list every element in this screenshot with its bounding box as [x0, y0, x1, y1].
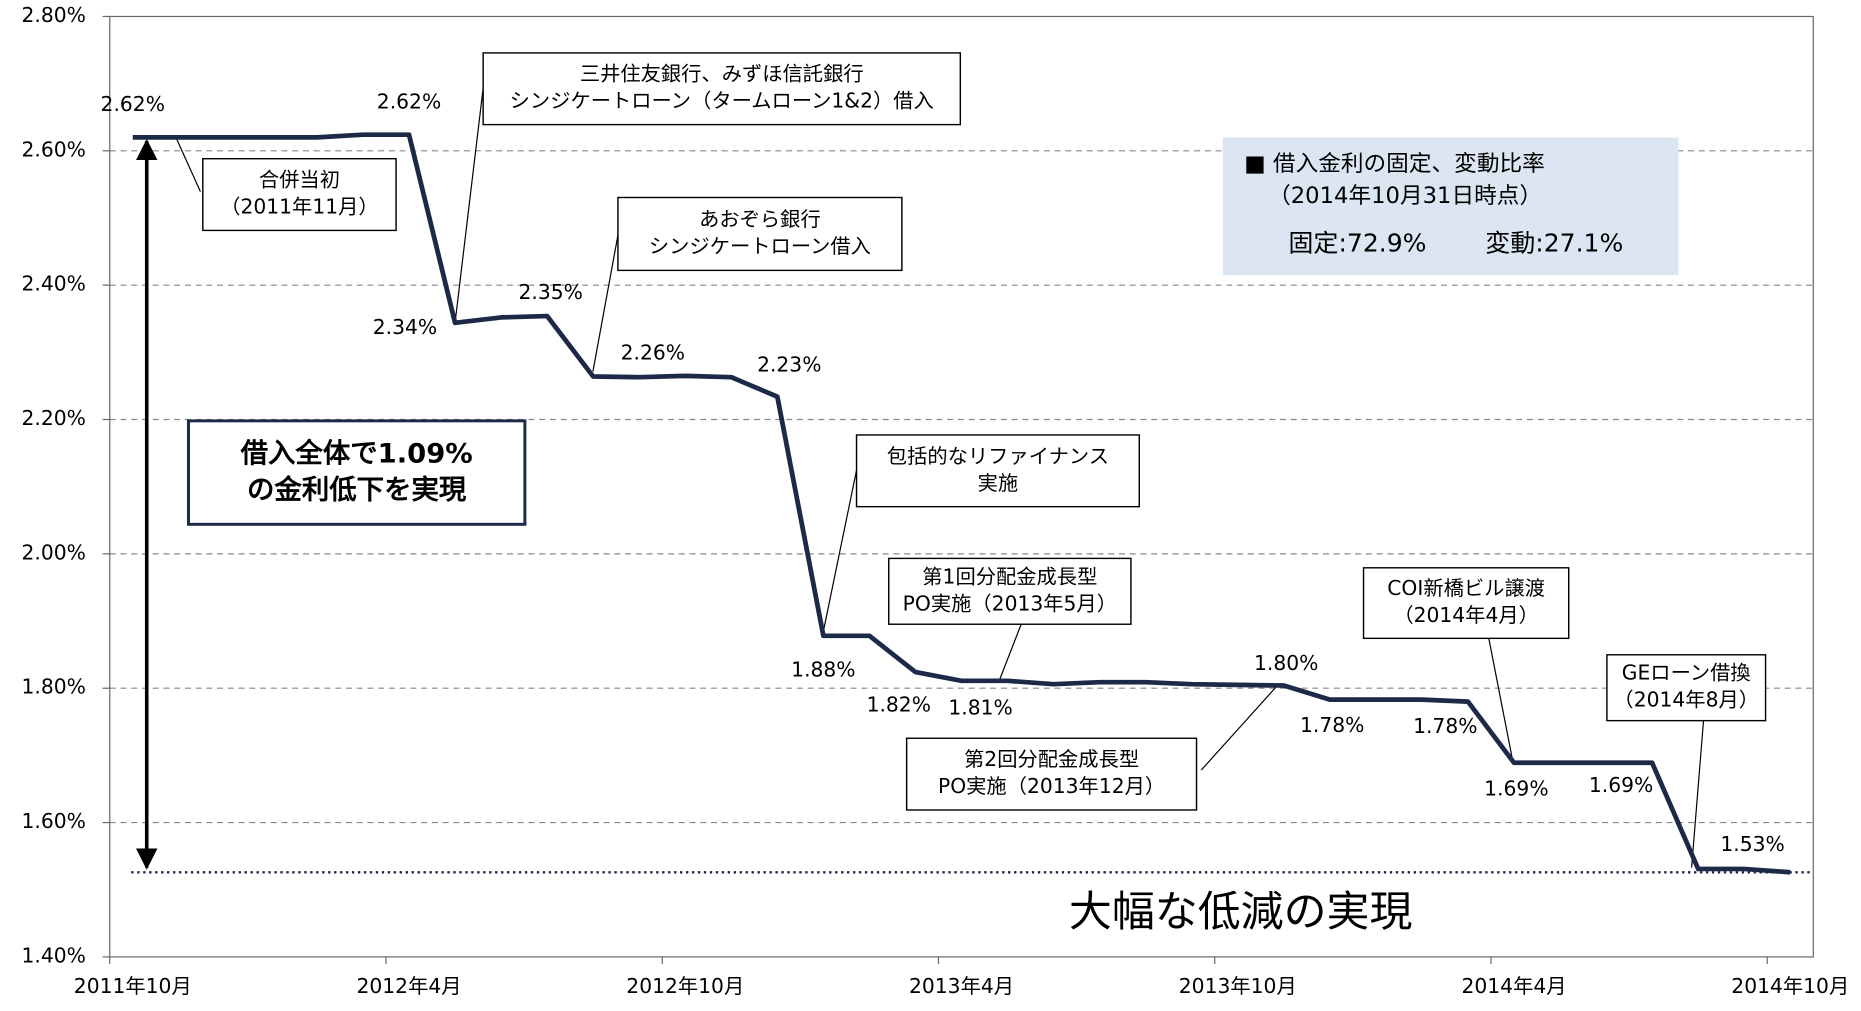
data-label: 1.81%	[948, 696, 1012, 720]
info-line: （2014年10月31日時点）	[1268, 183, 1542, 209]
data-label: 2.62%	[101, 92, 165, 116]
annotation-pointer	[455, 88, 484, 318]
highlight-line: 借入全体で1.09%	[240, 438, 473, 470]
y-tick-label: 2.40%	[21, 272, 85, 296]
annotation-text: 第2回分配金成長型	[964, 747, 1139, 771]
annotation-text: （2011年11月）	[220, 195, 378, 219]
annotation-box	[888, 557, 1132, 625]
annotation-box	[1606, 654, 1767, 722]
annotation-text: 第1回分配金成長型	[922, 564, 1097, 588]
info-variable: 変動:27.1%	[1485, 229, 1623, 258]
annotation-pointer	[592, 235, 619, 372]
data-label: 1.78%	[1300, 713, 1364, 737]
line-series	[132, 132, 1791, 875]
annotation-text: あおぞら銀行	[699, 207, 821, 231]
x-tick-label: 2014年4月	[1461, 974, 1566, 998]
annotation-text: シンジケートローン借入	[649, 234, 871, 258]
y-tick-label: 1.80%	[21, 675, 85, 699]
annotation-text: COI新橋ビル譲渡	[1387, 576, 1545, 600]
annotation-pointer	[1691, 720, 1705, 868]
annotation-text: 三井住友銀行、みずほ信託銀行	[580, 62, 864, 86]
annotation-text: （2014年8月）	[1613, 688, 1759, 712]
y-tick-label: 1.60%	[21, 809, 85, 833]
annotations: 合併当初 （2011年11月） 三井住友銀行、みずほ信託銀行シンジケートローン（ター…	[176, 52, 1767, 868]
data-label: 1.69%	[1589, 773, 1653, 797]
y-tick-label: 2.00%	[21, 540, 85, 564]
data-label: 2.34%	[373, 315, 437, 339]
y-tick-label: 1.40%	[21, 944, 85, 968]
annotation-pointer	[1200, 686, 1277, 771]
annotation-text: 実施	[978, 471, 1019, 495]
annotation-box	[855, 434, 1140, 508]
annotation-pointer	[999, 624, 1022, 680]
x-tick-label: 2012年10月	[626, 974, 744, 998]
info-box-bg	[1222, 137, 1679, 276]
highlight-line: の金利低下を実現	[247, 474, 467, 506]
y-tick-label: 2.20%	[21, 406, 85, 430]
annotation-box	[617, 196, 903, 272]
plot-frame	[109, 15, 1814, 958]
data-label: 1.78%	[1413, 714, 1477, 738]
data-label: 2.23%	[757, 353, 821, 377]
annotation-text: PO実施（2013年5月）	[903, 591, 1117, 615]
annotation-pointer	[176, 138, 201, 192]
caption: 大幅な低減の実現	[1069, 887, 1412, 937]
annotation-text: シンジケートローン（タームローン1&2）借入	[510, 89, 934, 113]
x-tick-label: 2014年10月	[1731, 974, 1849, 998]
y-tick-label: 2.80%	[21, 3, 85, 27]
info-box: ■ 借入金利の固定、変動比率 （2014年10月31日時点） 固定:72.9% …	[1222, 137, 1679, 276]
x-tick-label: 2013年4月	[909, 974, 1014, 998]
annotation-text: 合併当初	[259, 168, 340, 192]
data-label: 1.80%	[1254, 651, 1318, 675]
annotation-text: PO実施（2013年12月）	[938, 774, 1165, 798]
annotation-box	[905, 737, 1198, 811]
annotation-pointer	[1488, 638, 1514, 761]
data-label: 2.35%	[519, 280, 583, 304]
data-label: 1.69%	[1484, 776, 1548, 800]
data-label: 1.53%	[1720, 832, 1784, 856]
annotation-text: GEローン借換	[1622, 661, 1751, 685]
data-label: 2.62%	[377, 90, 441, 114]
annotation-pointer	[822, 470, 858, 633]
data-label: 2.26%	[621, 341, 685, 365]
annotation-box	[202, 157, 397, 232]
x-tick-label: 2012年4月	[356, 974, 461, 998]
annotation-text: （2014年4月）	[1393, 603, 1539, 627]
data-label: 1.82%	[867, 693, 931, 717]
annotation-box	[1362, 567, 1570, 640]
info-fixed: 固定:72.9%	[1288, 229, 1426, 258]
annotation-box	[482, 52, 962, 126]
annotation-text: 包括的なリファイナンス	[887, 444, 1109, 468]
info-line: ■ 借入金利の固定、変動比率	[1244, 151, 1545, 177]
data-label: 1.88%	[791, 658, 855, 682]
x-tick-label: 2011年10月	[74, 974, 192, 998]
highlight-box-frame	[186, 419, 527, 526]
highlight-box: 借入全体で1.09% の金利低下を実現	[186, 419, 527, 526]
y-tick-label: 2.60%	[21, 137, 85, 161]
x-tick-label: 2013年10月	[1179, 974, 1297, 998]
